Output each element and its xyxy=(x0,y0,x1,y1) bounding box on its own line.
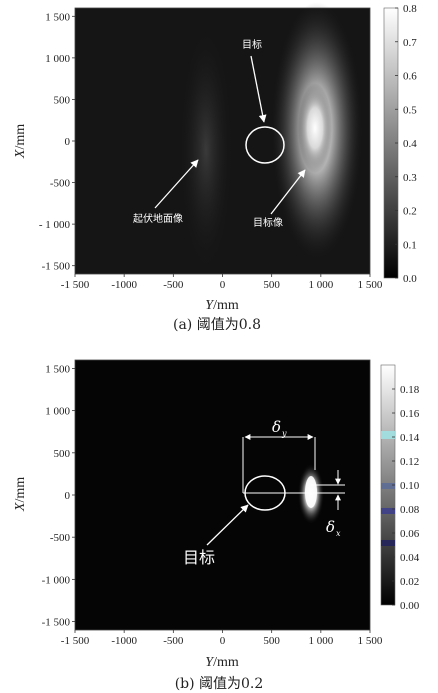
colorbar-b-tint-blue1 xyxy=(381,483,395,489)
y-tick-label-a: - 1 000 xyxy=(39,219,71,231)
y-tick-label-a: 500 xyxy=(54,94,71,106)
colorbar-b-tint-cyan xyxy=(381,431,395,439)
y-tick-label-b: 0 xyxy=(65,490,71,502)
x-tick-label-b: -500 xyxy=(163,635,184,647)
annotation-target-b: 目标 xyxy=(183,548,215,567)
annotation-target-image: 目标像 xyxy=(253,217,283,229)
y-tick-label-a: 0 xyxy=(65,136,71,148)
colorbar-b-tint-blue3 xyxy=(381,540,395,546)
x-tick-label-a: 0 xyxy=(220,279,226,291)
x-tick-label-a: 500 xyxy=(263,279,280,291)
heatmap-b-plot-area xyxy=(74,359,371,631)
panel-a: 目标 起伏地面像 目标像 -1 500 -1000 -500 0 500 1 000 1 5… xyxy=(13,2,417,333)
colorbar-tick-label-a: 0.5 xyxy=(403,104,417,116)
colorbar-tick-label-a: 0.8 xyxy=(403,3,417,15)
y-tick-label-b: -1 000 xyxy=(42,574,71,586)
colorbar-tick-label-a: 0.0 xyxy=(403,273,417,285)
delta-x-symbol: δ x xyxy=(326,518,341,538)
y-tick-label-b: 1 500 xyxy=(45,363,70,375)
y-tick-label-b: -1 500 xyxy=(42,617,71,629)
annotation-target-arrow xyxy=(250,55,267,123)
colorbar-tick-label-b: 0.12 xyxy=(400,456,419,468)
x-axis-title-a-text: Y/mm xyxy=(205,298,239,313)
y-tick-label-a: 1 500 xyxy=(45,11,70,23)
caption-a: (a) 阈值为0.8 xyxy=(173,317,261,333)
colorbar-tick-label-b: 0.08 xyxy=(400,504,420,516)
heatmap-a-target-circle xyxy=(245,126,285,164)
y-axis-title-b-text: X/mm xyxy=(13,477,28,512)
delta-x-symbol-text: δ xyxy=(326,518,335,536)
colorbar-tick-label-b: 0.16 xyxy=(400,408,420,420)
colorbar-a-ticks: 0.8 0.7 0.6 0.5 0.4 0.3 0.2 0.1 0.0 xyxy=(395,3,417,285)
annotation-target-b-arrow xyxy=(206,504,249,546)
colorbar-b-tint-blue2 xyxy=(381,508,395,514)
annotation-ground-image: 起伏地面像 xyxy=(133,212,183,225)
colorbar-tick-label-b: 0.02 xyxy=(400,576,419,588)
x-tick-label-b: 1 500 xyxy=(358,635,383,647)
delta-x-subscript: x xyxy=(336,529,341,538)
heatmap-b-target-image-core xyxy=(305,476,317,508)
colorbar-tick-label-b: 0.00 xyxy=(400,600,420,612)
colorbar-b-ticks: 0.18 0.16 0.14 0.12 0.10 0.08 0.06 0.04 0.02 0.00 xyxy=(392,384,420,612)
annotation-ground-image-arrow xyxy=(154,159,199,209)
colorbar-tick-label-b: 0.04 xyxy=(400,552,420,564)
x-tick-label-b: 500 xyxy=(263,635,280,647)
colorbar-tick-label-b: 0.06 xyxy=(400,528,420,540)
x-axis-title-b: Y/mm xyxy=(205,655,239,670)
x-axis-title-b-text: Y/mm xyxy=(205,655,239,670)
colorbar-tick-label-a: 0.4 xyxy=(403,138,417,150)
y-tick-label-b: 500 xyxy=(54,448,71,460)
heatmap-a-ground-image xyxy=(180,30,232,270)
colorbar-tick-label-a: 0.6 xyxy=(403,71,417,83)
y-axis-title-a-text: X/mm xyxy=(13,124,28,159)
colorbar-tick-label-a: 0.1 xyxy=(403,239,417,251)
x-axis-title-a: Y/mm xyxy=(205,298,239,313)
annotation-target-image-arrow xyxy=(270,169,306,215)
colorbar-tick-label-a: 0.2 xyxy=(403,206,417,218)
caption-b: (b) 阈值为0.2 xyxy=(175,676,264,692)
x-tick-label-b: -1000 xyxy=(111,635,137,647)
x-tick-label-a: -500 xyxy=(163,279,184,291)
heatmap-b-background xyxy=(75,360,370,630)
colorbar-tick-label-b: 0.18 xyxy=(400,384,420,396)
delta-y-subscript: y xyxy=(281,429,287,438)
y-axis-title-a: X/mm xyxy=(13,124,28,159)
x-ticks-a: -1 500 -1000 -500 0 500 1 000 1 500 xyxy=(61,274,383,291)
colorbar-tick-label-b: 0.10 xyxy=(400,480,420,492)
heatmap-a-target-image-core xyxy=(298,83,332,173)
x-tick-label-b: -1 500 xyxy=(61,635,90,647)
x-tick-label-a: -1 500 xyxy=(61,279,90,291)
delta-y-symbol: δ y xyxy=(272,418,287,438)
y-axis-title-b: X/mm xyxy=(13,477,28,512)
x-tick-label-a: 1 500 xyxy=(358,279,383,291)
y-tick-label-a: -500 xyxy=(50,178,71,190)
y-tick-label-a: 1 000 xyxy=(45,53,70,65)
colorbar-tick-label-a: 0.3 xyxy=(403,172,417,184)
x-tick-label-a: 1 000 xyxy=(308,279,333,291)
x-ticks-b: -1 500 -1000 -500 0 500 1 000 1 500 xyxy=(61,630,383,647)
y-ticks-b: 1 500 1 000 500 0 -500 -1 000 -1 500 xyxy=(42,363,75,629)
colorbar-tick-label-b: 0.14 xyxy=(400,432,420,444)
y-tick-label-b: -500 xyxy=(50,532,71,544)
annotation-target: 目标 xyxy=(242,39,262,51)
y-tick-label-b: 1 000 xyxy=(45,406,70,418)
y-tick-label-a: -1 500 xyxy=(42,261,71,273)
colorbar-tick-label-a: 0.7 xyxy=(403,37,417,49)
y-ticks-a: 1 500 1 000 500 0 -500 - 1 000 -1 500 xyxy=(39,11,75,273)
heatmap-a-plot-area xyxy=(74,2,371,275)
panel-b: δ y δ x 目标 -1 500 -1000 -500 0 500 1 000 1 500… xyxy=(13,359,420,692)
x-tick-label-b: 1 000 xyxy=(308,635,333,647)
x-tick-label-a: -1000 xyxy=(111,279,137,291)
delta-y-symbol-text: δ xyxy=(272,418,281,436)
x-tick-label-b: 0 xyxy=(220,635,226,647)
